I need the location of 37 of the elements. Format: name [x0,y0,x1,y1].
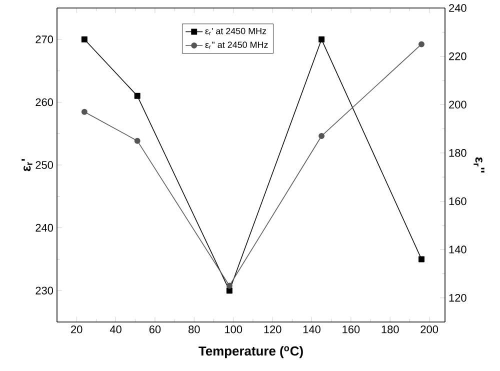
y2-tick-label: 120 [449,294,466,302]
legend-label: ε$_{r}$'' at 2450 MHz [205,42,268,49]
point [134,138,140,144]
y-tick-label: 260 [36,98,54,106]
y-tick-label: 270 [36,36,54,44]
x-tick-label: 60 [149,326,161,334]
point [226,288,232,294]
y-tick-label: 240 [36,224,54,232]
y2-axis-title: ε$_{r}$'' [474,157,484,172]
legend-label: ε$_{r}$' at 2450 MHz [205,28,266,36]
y2-tick-label: 140 [449,246,466,254]
y2-tick-label: 220 [449,52,466,60]
point [226,282,232,289]
point [418,256,424,262]
x-tick-label: 160 [342,326,360,334]
y2-tick-label: 240 [449,4,466,12]
point [134,92,140,99]
y-tick-label: 250 [36,161,54,169]
y2-tick-label: 200 [449,100,466,108]
y2-tick-label: 160 [449,197,466,206]
point [81,36,88,42]
x-tick-label: 40 [110,326,122,334]
x-axis-title: Temperature ($^{o}$C) [198,346,303,358]
point [81,108,88,115]
x-tick-label: 120 [264,326,282,334]
x-tick-label: 100 [225,326,242,334]
point [418,41,424,48]
x-tick-label: 20 [71,326,82,334]
y-axis-title: ε$_{r}$' [22,159,32,172]
point [318,133,325,139]
x-tick-label: 140 [303,326,320,334]
x-tick-label: 180 [382,326,399,334]
x-tick-label: 200 [420,326,438,334]
x-tick-label: 80 [188,326,200,334]
y2-tick-label: 180 [449,149,466,157]
point [318,36,325,42]
y-tick-label: 230 [36,286,54,294]
